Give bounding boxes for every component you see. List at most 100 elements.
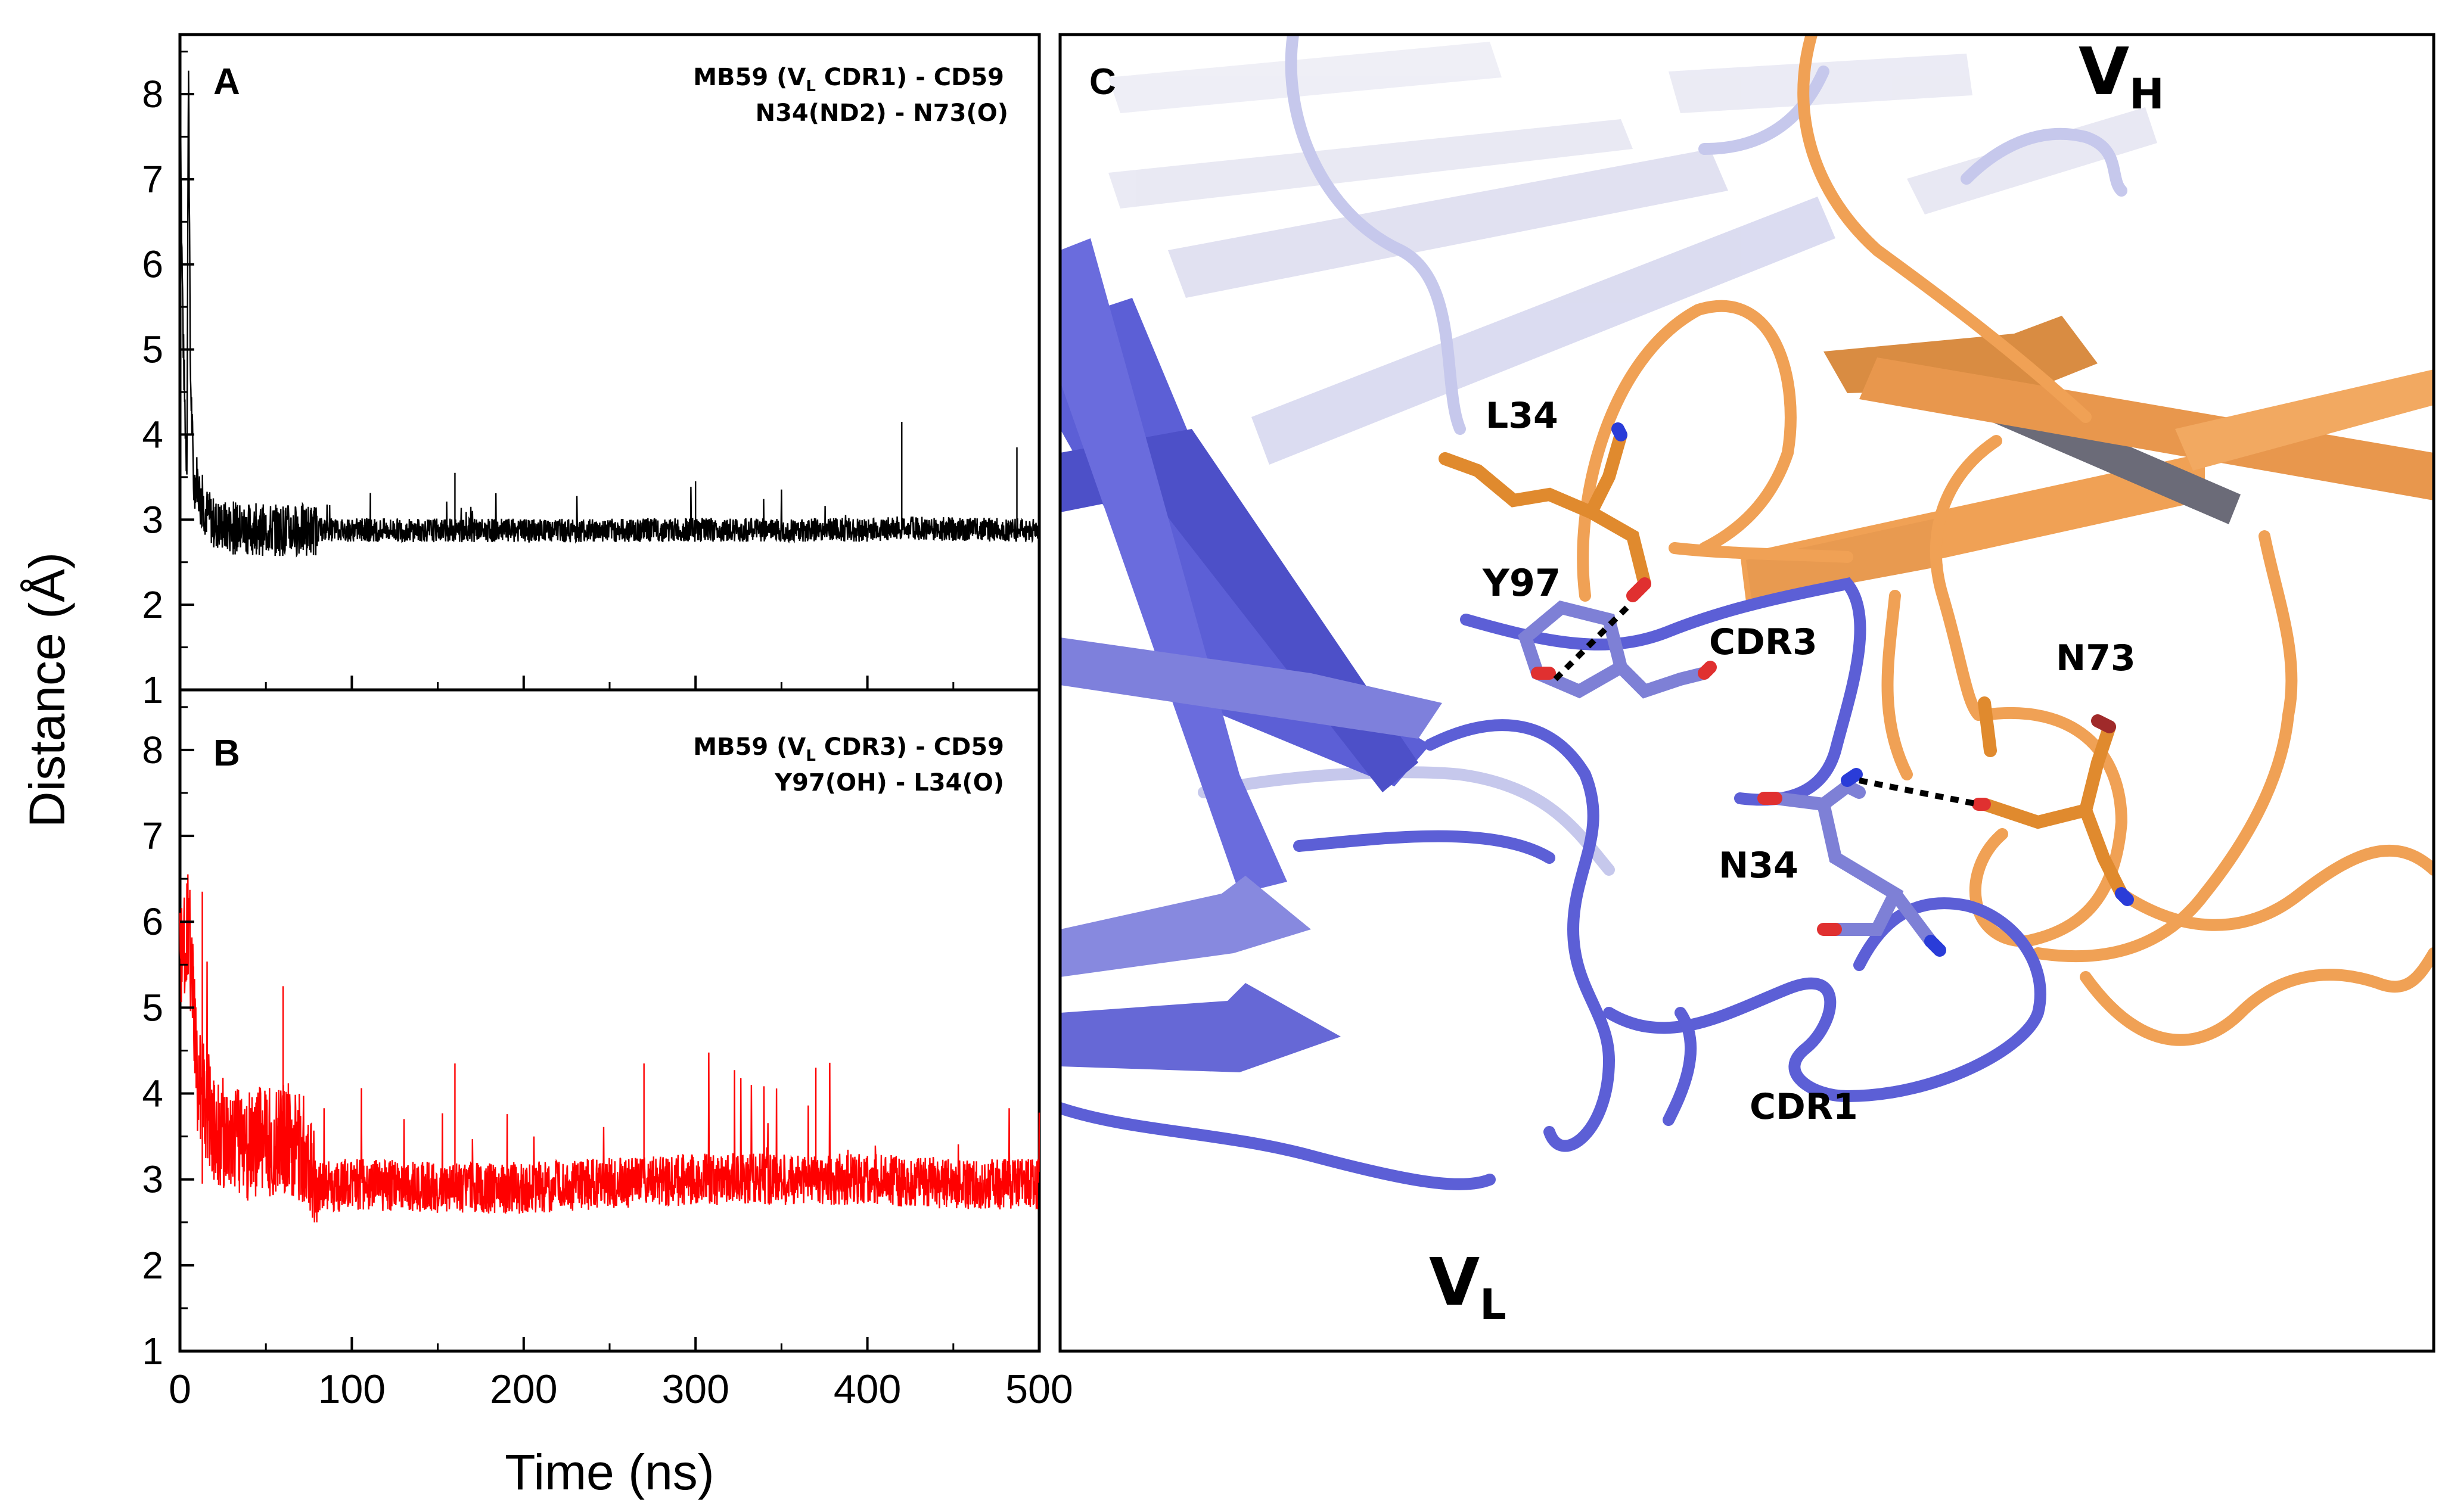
y-tick-label: 5	[142, 328, 163, 371]
x-tick-label: 500	[1005, 1367, 1073, 1412]
y-tick-label: 2	[142, 583, 163, 626]
vh-loop	[2115, 844, 2434, 931]
vl-beta-strand	[1060, 637, 1442, 739]
y97-l34-hydrogen-bond	[1553, 605, 1629, 682]
vh-light-loops	[1198, 35, 2127, 876]
panel-a-letter: A	[213, 61, 240, 102]
vl-loop	[1424, 719, 1616, 1152]
panel-a-y-axis: 1 2 3 4 5 6 7 8	[142, 51, 1040, 711]
vh-loop	[1881, 590, 1913, 780]
vh-beta-strand	[2175, 369, 2434, 471]
vl-label: VL	[1429, 1244, 1506, 1329]
x-tick-label: 400	[834, 1367, 901, 1412]
panel-c-structure: VH VL L34 Y97 CDR3 N73 N34 CDR1 C	[1058, 33, 2435, 1353]
panel-b-chart: B MB59 (VL CDR3) - CD59 Y97(OH) - L34(O)…	[142, 688, 1073, 1412]
vh-background-sheets	[1108, 42, 2157, 465]
vh-beta-strand	[1168, 149, 1728, 298]
vl-loops	[1060, 577, 2046, 1190]
n34-n73-hydrogen-bond	[1859, 777, 1979, 807]
vl-loop	[1060, 1102, 1496, 1190]
vh-label: VH	[2079, 33, 2164, 119]
vl-beta-strand	[1060, 238, 1287, 894]
x-axis-title: Time (ns)	[505, 1444, 714, 1500]
y-tick-label: 8	[142, 73, 163, 116]
y-tick-label: 1	[142, 1330, 163, 1373]
n73-stick	[1978, 696, 1997, 757]
n34-nitrogen	[1841, 768, 1863, 787]
panel-b-letter: B	[213, 733, 240, 774]
panel-b-annotation-line1: MB59 (VL CDR3) - CD59	[693, 733, 1004, 765]
panel-a-chart: A MB59 (VL CDR1) - CD59 N34(ND2) - N73(O…	[142, 33, 1041, 711]
vl-beta-strand	[1060, 876, 1311, 977]
n73-oxygen	[2091, 714, 2116, 733]
vl-chain	[1060, 238, 1442, 1072]
panel-b-annotation-line2: Y97(OH) - L34(O)	[774, 769, 1004, 797]
panel-c-letter: C	[1089, 61, 1116, 102]
n73-label: N73	[2056, 637, 2136, 679]
n34-stick	[1888, 887, 1937, 948]
y-tick-label: 7	[142, 158, 163, 201]
vl-beta-strand	[1060, 983, 1341, 1072]
y-tick-label: 5	[142, 986, 163, 1029]
panel-c-frame	[1058, 33, 2435, 1353]
n34-nitrogen	[1924, 935, 1946, 957]
vh-loop	[1930, 435, 2002, 721]
vh-loop	[1577, 300, 1797, 602]
panel-a-trace	[179, 43, 1040, 558]
y-axis-title: Distance (Å)	[19, 552, 75, 827]
l34-oxygen	[1626, 577, 1651, 602]
n34-sidechain	[1757, 768, 1946, 957]
vh-beta-strand	[1907, 107, 2157, 214]
vh-loop	[2032, 530, 2298, 963]
panel-a-annotation-line1: MB59 (VL CDR1) - CD59	[693, 64, 1004, 95]
panel-b-y-axis: 1 2 3 4 5 6 7 8	[142, 706, 1040, 1373]
y-tick-label: 2	[142, 1244, 163, 1287]
y-tick-label: 3	[142, 498, 163, 541]
panel-a-frame	[178, 33, 1041, 692]
y97-stick	[1614, 661, 1711, 699]
y97-oxygen	[1698, 661, 1717, 680]
y-tick-label: 7	[142, 814, 163, 857]
l34-nitrogen	[1611, 422, 1627, 441]
vl-cdr3-loop	[1460, 577, 1866, 806]
x-tick-label: 100	[318, 1367, 386, 1412]
panel-a-series	[179, 43, 1040, 558]
x-axis: 0 100 200 300 400 500	[169, 1367, 1073, 1412]
n73-stick	[2079, 804, 2128, 900]
y97-label: Y97	[1482, 561, 1561, 605]
y-tick-label: 4	[142, 413, 163, 456]
n73-nitrogen	[2115, 887, 2134, 906]
l34-sidechain	[1439, 422, 1651, 602]
vh-beta-strand	[1108, 119, 1633, 209]
y-tick-label: 3	[142, 1158, 163, 1201]
cdr1-label: CDR1	[1750, 1086, 1858, 1128]
x-tick-label: 300	[661, 1367, 729, 1412]
vl-loop-light	[1198, 766, 1615, 876]
vh-loop	[2080, 947, 2434, 1046]
vh-beta-strand	[1108, 42, 1502, 113]
panel-b-series	[179, 874, 1040, 1222]
l34-stick	[1585, 506, 1651, 590]
vh-beta-strand	[1859, 357, 2434, 500]
vl-beta-strand	[1060, 298, 1430, 786]
l34-label: L34	[1486, 395, 1558, 437]
panel-b-trace	[179, 874, 1040, 1222]
y-tick-label: 8	[142, 729, 163, 771]
x-tick-label: 0	[169, 1367, 191, 1412]
l34-stick	[1439, 428, 1627, 521]
vh-loop	[1961, 127, 2127, 197]
n34-stick	[1769, 779, 1866, 811]
vh-loop	[1285, 35, 1466, 435]
vl-loop	[1293, 830, 1555, 864]
n73-sidechain	[1972, 696, 2134, 906]
y-tick-label: 4	[142, 1072, 163, 1115]
vh-beta-strand	[1251, 197, 1835, 465]
vh-loop	[1797, 35, 2092, 423]
n34-label: N34	[1719, 845, 1798, 886]
y-tick-label: 1	[142, 668, 163, 711]
vl-cdr1-loop	[1603, 897, 2046, 1103]
x-tick-label: 200	[490, 1367, 557, 1412]
panel-a-annotation-line2: N34(ND2) - N73(O)	[756, 99, 1008, 127]
y-tick-label: 6	[142, 900, 163, 943]
